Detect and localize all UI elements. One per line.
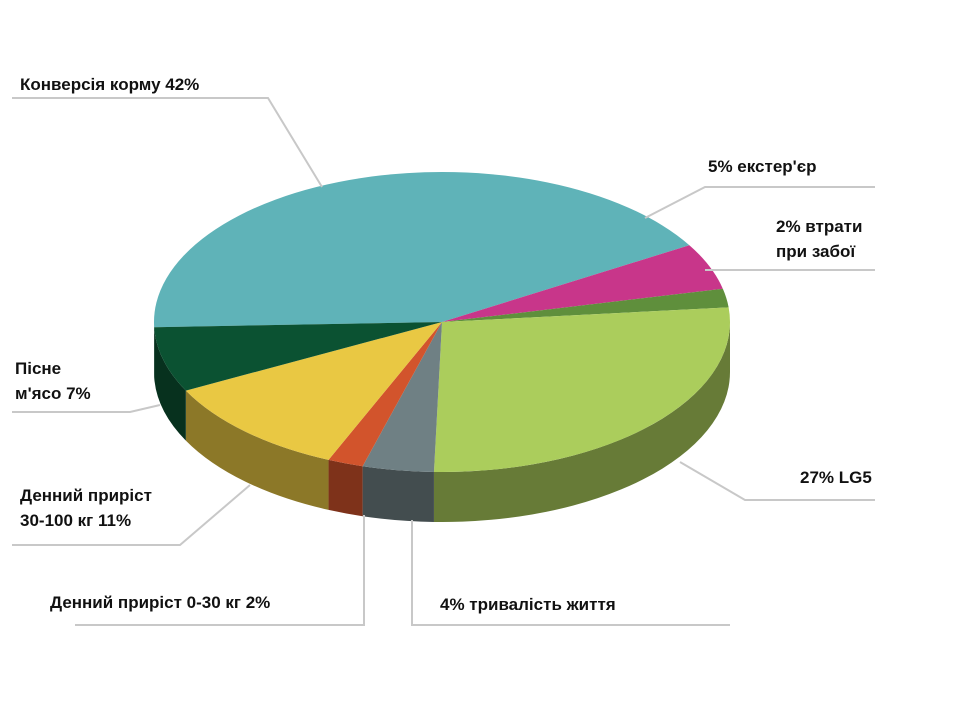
slice: [328, 322, 442, 467]
slice: [185, 322, 442, 460]
leader-line: [12, 97, 323, 188]
slice-side: [362, 466, 434, 522]
slice-label: 4% тривалість життя: [440, 595, 616, 614]
slice-label: Пісне м'ясо 7%: [15, 359, 91, 403]
slice-side: [154, 327, 186, 441]
leader-line: [411, 520, 730, 626]
slice: [154, 322, 442, 391]
slice-label: Конверсія корму 42%: [20, 75, 200, 94]
slice: [442, 245, 723, 322]
slice-label: Денний приріст 0-30 кг 2%: [50, 593, 271, 612]
slice-label: 2% втрати при забої: [776, 217, 863, 261]
leader-line: [12, 484, 251, 546]
leader-line: [644, 186, 875, 219]
leader-line: [12, 404, 161, 413]
slice: [362, 322, 442, 472]
slice-label: 5% екстер'єр: [708, 157, 817, 176]
slice-side: [328, 459, 363, 517]
slice-side: [433, 322, 730, 523]
slice: [154, 172, 690, 328]
slice: [442, 288, 729, 322]
slice-label: Денний приріст 30-100 кг 11%: [20, 486, 152, 530]
slice-label: 27% LG5: [800, 468, 872, 487]
slice: [433, 307, 730, 473]
leader-line: [679, 461, 875, 501]
slice-side: [185, 390, 329, 510]
leader-line: [75, 515, 365, 626]
